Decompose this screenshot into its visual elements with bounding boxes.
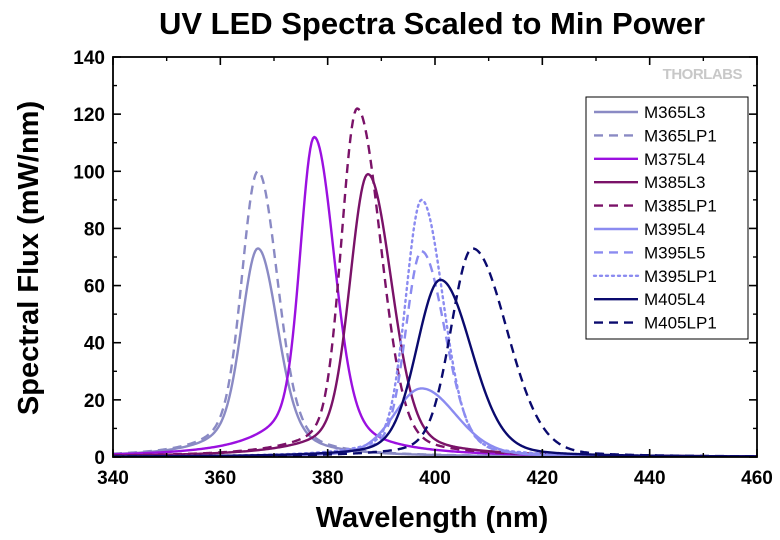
legend-label-m365lp1: M365LP1 [644,126,717,145]
y-axis-label: Spectral Flux (mW/nm) [13,101,45,415]
legend-label-m395lp1: M395LP1 [644,267,717,286]
y-tick-label: 60 [84,277,105,298]
y-tick-label: 140 [73,48,105,69]
legend: M365L3 M365LP1 M375L4 M385L3 M385LP1 M395L4 M3… [585,96,749,340]
y-tick-label: 40 [84,334,105,355]
x-tick-label: 420 [526,468,558,489]
legend-label-m405lp1: M405LP1 [644,314,717,333]
legend-label-m395l4: M395L4 [644,220,705,239]
series-line-m395l4 [113,387,757,457]
legend-label-m395l5: M395L5 [644,243,705,262]
y-tick-label: 100 [73,162,105,183]
thorlabs-logo: THORLABS [663,66,743,83]
y-tick-label: 120 [73,105,105,126]
legend-label-m385lp1: M385LP1 [644,197,717,216]
legend-label-m375l4: M375L4 [644,150,705,169]
x-tick-label: 460 [741,468,773,489]
x-axis-label: Wavelength (nm) [316,502,549,534]
legend-label-m365l3: M365L3 [644,103,705,122]
y-tick-label: 20 [84,391,105,412]
legend-label-m385l3: M385L3 [644,173,705,192]
y-tick-label: 80 [84,219,105,240]
x-tick-label: 440 [634,468,666,489]
y-tick-label: 0 [94,448,105,469]
x-tick-label: 380 [312,468,344,489]
x-tick-label: 400 [419,468,451,489]
x-tick-label: 360 [204,468,236,489]
chart-title: UV LED Spectra Scaled to Min Power [159,6,705,41]
axes: 340 360 380 400 420 440 460 0 20 40 60 80 100 120 140 [73,48,773,489]
x-tick-label: 340 [97,468,129,489]
legend-label-m405l4: M405L4 [644,290,705,309]
